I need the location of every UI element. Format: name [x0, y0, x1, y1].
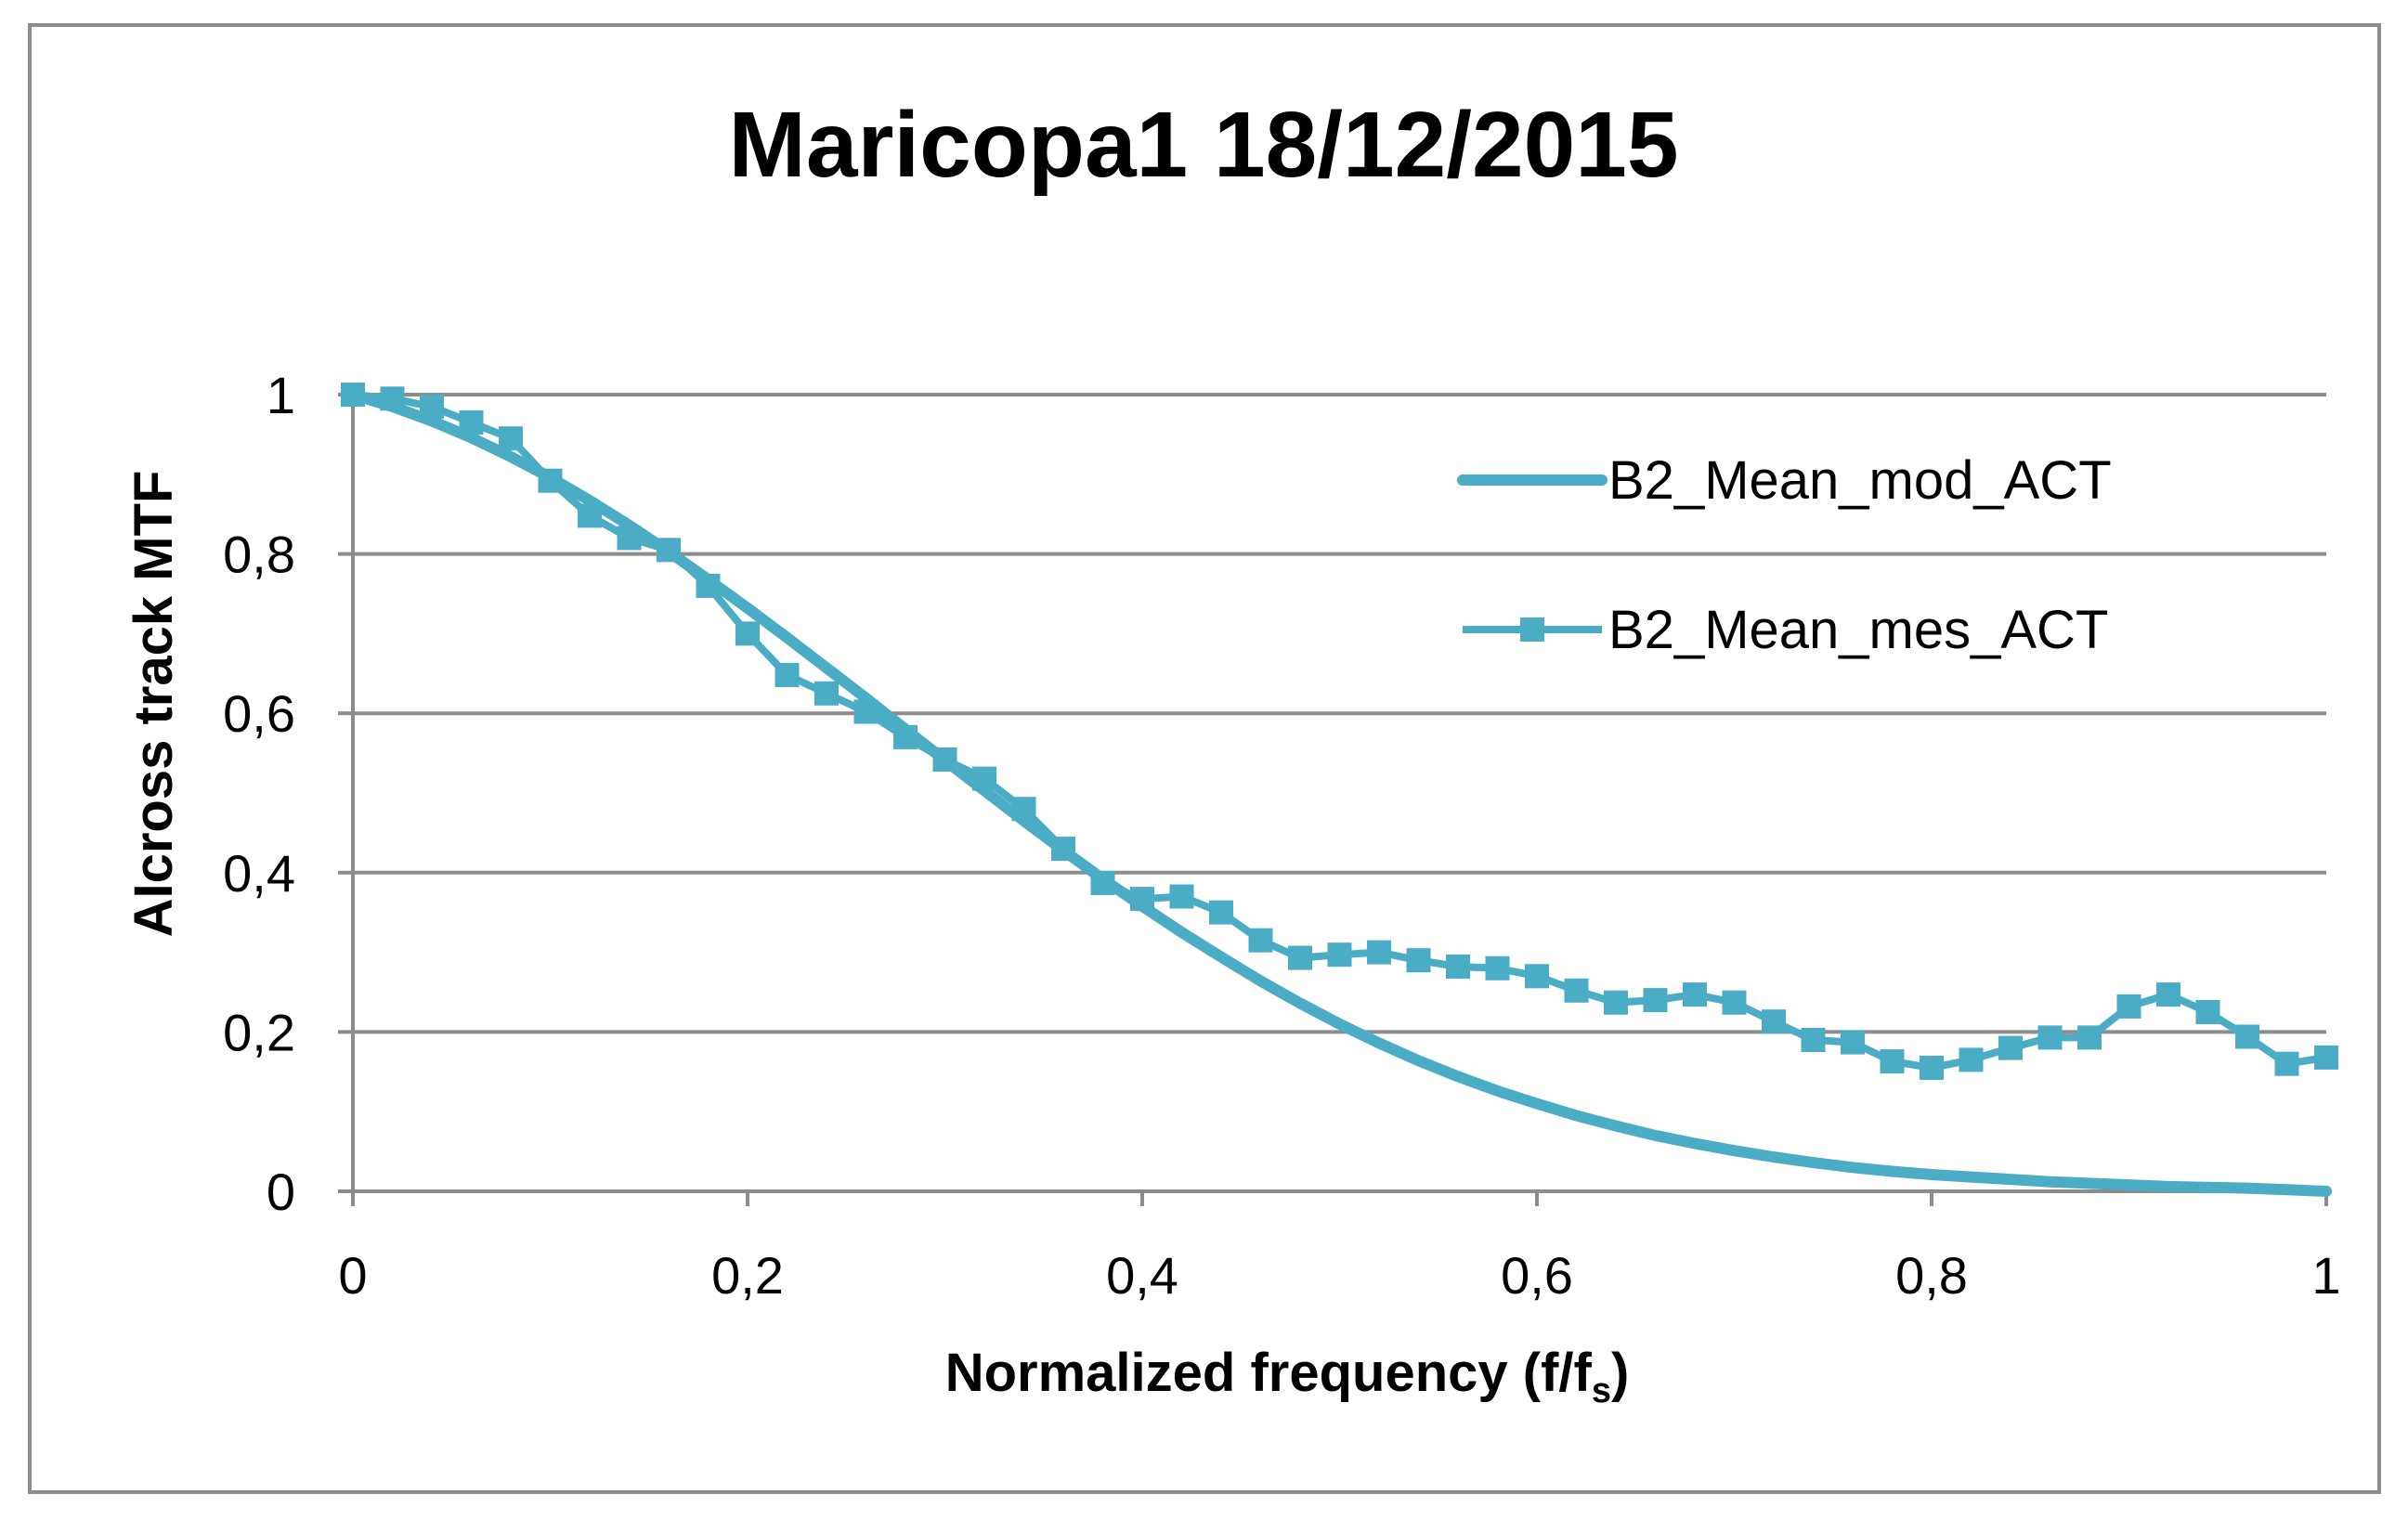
series-marker-mes: [2195, 1000, 2220, 1024]
series-marker-mes: [1446, 955, 1470, 979]
series-marker-mes: [1683, 982, 1707, 1007]
x-axis-label: Normalized frequency (f/fs): [945, 1343, 1630, 1410]
legend: B2_Mean_mod_ACT B2_Mean_mes_ACT: [1457, 450, 2112, 660]
x-axis-label-subscript: s: [1592, 1371, 1611, 1410]
series-marker-mes: [341, 383, 365, 407]
series-marker-mes: [1327, 942, 1352, 968]
series-marker-mes: [1801, 1028, 1826, 1052]
series-marker-mes: [1722, 990, 1747, 1015]
series-marker-mes: [1998, 1035, 2023, 1060]
series-marker-mes: [1841, 1030, 1865, 1055]
series-marker-mes: [2077, 1025, 2102, 1050]
legend-label-mes: B2_Mean_mes_ACT: [1608, 600, 2108, 660]
series-marker-mes: [1288, 945, 1312, 970]
series-marker-mes: [1169, 884, 1194, 909]
series-marker-mes: [1880, 1049, 1905, 1074]
series-marker-mes: [2156, 982, 2180, 1007]
series-marker-mes: [380, 386, 405, 411]
series-marker-mes: [1920, 1056, 1944, 1080]
series-marker-mes: [893, 724, 918, 749]
x-tick-label: 0,2: [711, 1246, 784, 1305]
y-tick-label: 0,6: [223, 684, 295, 743]
y-tick-label: 0,8: [223, 526, 295, 584]
series-marker-mes: [1051, 837, 1075, 862]
series-marker-mes: [420, 394, 444, 419]
y-tick-label: 0: [267, 1163, 295, 1221]
series-marker-mes: [2037, 1025, 2063, 1050]
legend-label-mod: B2_Mean_mod_ACT: [1608, 450, 2112, 511]
tick-layer: 0 0,2 0,4 0,6 0,8 1 0 0,2 0,4 0,6 0,8 1: [223, 366, 2340, 1305]
x-tick-label: 0,6: [1501, 1246, 1573, 1305]
series-marker-mes: [932, 747, 957, 772]
series-marker-mes: [1525, 964, 1549, 989]
y-axis-label: AIcross track MTF: [124, 471, 184, 938]
series-marker-mes: [617, 526, 642, 551]
series-marker-mes: [1011, 797, 1036, 822]
series-marker-mes: [1367, 940, 1391, 965]
series-marker-mes: [735, 621, 760, 646]
series-marker-mes: [853, 699, 879, 724]
series-marker-mes: [538, 468, 563, 493]
series-marker-mes: [1643, 988, 1668, 1013]
series-marker-mes: [1762, 1009, 1786, 1034]
series-marker-mes: [1090, 871, 1115, 895]
series-marker-mes: [696, 573, 721, 598]
x-tick-label: 0,8: [1895, 1246, 1968, 1305]
chart-frame: [28, 23, 2381, 1494]
grid-layer: [353, 393, 2326, 1034]
series-marker-mes: [578, 503, 602, 528]
legend-marker-mes: [1520, 617, 1544, 642]
series-layer: [341, 383, 2338, 1197]
x-axis-label-main: Normalized frequency (f/f: [945, 1343, 1593, 1403]
series-marker-mes: [1959, 1047, 1984, 1072]
series-marker-mes: [972, 766, 996, 791]
x-tick-label: 0: [338, 1246, 367, 1305]
axis-layer: [338, 393, 2328, 1206]
series-marker-mes: [1485, 955, 1510, 981]
series-marker-mes: [2235, 1024, 2259, 1049]
series-marker-mes: [1248, 928, 1273, 953]
series-marker-mes: [657, 538, 681, 563]
series-marker-mes: [1564, 978, 1589, 1003]
y-tick-label: 0,4: [223, 844, 295, 903]
chart-title: Maricopa1 18/12/2015: [729, 93, 1679, 197]
y-tick-label: 1: [267, 366, 295, 424]
series-marker-mes: [774, 663, 800, 687]
series-marker-mes: [1209, 900, 1233, 925]
series-marker-mes: [2314, 1045, 2338, 1070]
series-marker-mes: [1130, 887, 1154, 912]
x-tick-label: 0,4: [1106, 1246, 1178, 1305]
x-tick-label: 1: [2311, 1246, 2340, 1305]
series-marker-mes: [499, 426, 523, 451]
series-marker-mes: [459, 410, 484, 435]
series-marker-mes: [814, 681, 839, 706]
series-marker-mes: [2116, 994, 2141, 1019]
x-axis-label-suffix: ): [1611, 1343, 1629, 1403]
series-marker-mes: [1604, 990, 1628, 1015]
series-marker-mes: [2274, 1051, 2299, 1076]
series-marker-mes: [1406, 948, 1431, 973]
y-tick-label: 0,2: [223, 1003, 295, 1061]
